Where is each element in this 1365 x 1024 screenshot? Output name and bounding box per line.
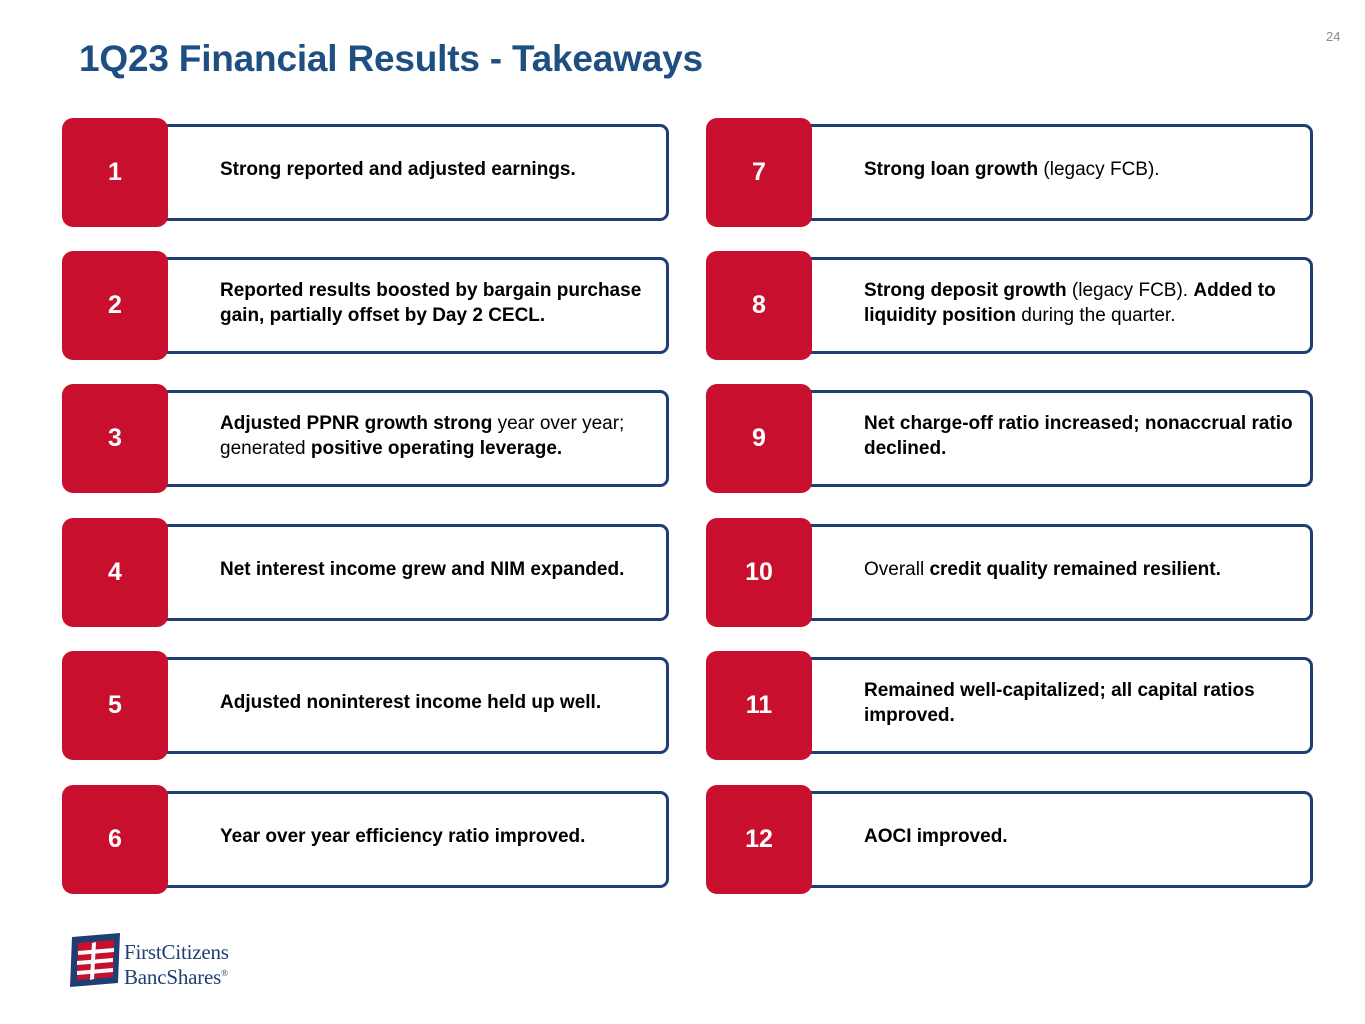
takeaway-text-segment: Added to liquidity position [864,279,1276,326]
page-number: 24 [1326,29,1341,44]
takeaway-card: 3 Adjusted PPNR growth strong year over y… [62,384,670,493]
takeaway-text-segment: during the quarter. [1015,304,1176,326]
takeaway-card: 4 Net interest income grew and NIM expand… [62,518,670,627]
takeaway-card: 1 Strong reported and adjusted earnings. [62,118,670,227]
takeaway-text: Strong deposit growth (legacy FCB). Adde… [864,251,1300,354]
takeaway-number-badge: 11 [706,651,812,760]
takeaway-number-badge: 7 [706,118,812,227]
takeaway-card: 10 Overall credit quality remained resili… [706,518,1314,627]
takeaway-frame [766,390,1313,487]
takeaway-number-badge: 9 [706,384,812,493]
takeaway-frame [122,657,669,754]
takeaway-text: Overall credit quality remained resilien… [864,518,1300,621]
takeaway-text: Net interest income grew and NIM expande… [220,518,656,621]
takeaway-text-segment: credit quality remained resilient. [929,559,1221,580]
takeaway-text-segment: Strong deposit growth [864,279,1067,301]
takeaway-text: Reported results boosted by bargain purc… [220,251,656,354]
logo-line-2: BancShares® [124,965,228,989]
takeaway-text: Strong reported and adjusted earnings. [220,118,656,221]
takeaway-number-badge: 3 [62,384,168,493]
takeaway-frame [122,791,669,888]
takeaway-text-segment: Strong loan growth [864,159,1039,180]
takeaway-text-segment: Adjusted PPNR growth strong [220,412,493,434]
takeaway-number-badge: 2 [62,251,168,360]
takeaway-number-badge: 1 [62,118,168,227]
takeaway-text: Net charge-off ratio increased; nonaccru… [864,384,1300,487]
takeaway-text-segment: Net interest income grew and NIM expande… [220,559,625,580]
takeaway-card: 7 Strong loan growth (legacy FCB). [706,118,1314,227]
takeaway-number-badge: 8 [706,251,812,360]
takeaway-text: Strong loan growth (legacy FCB). [864,118,1300,221]
takeaway-frame [122,390,669,487]
takeaway-card: 6 Year over year efficiency ratio improve… [62,785,670,894]
takeaway-card: 11 Remained well-capitalized; all capital… [706,651,1314,760]
takeaway-frame [766,524,1313,621]
takeaway-card: 8 Strong deposit growth (legacy FCB). Add… [706,251,1314,360]
takeaway-text: AOCI improved. [864,785,1300,888]
takeaway-text-segment: Strong reported and adjusted earnings. [220,159,576,180]
takeaway-frame [766,124,1313,221]
takeaway-card: 9 Net charge-off ratio increased; nonaccr… [706,384,1314,493]
takeaway-number-badge: 4 [62,518,168,627]
takeaway-text-segment: (legacy FCB). [1066,279,1194,301]
takeaway-text-segment: year over year; generated [220,412,625,459]
takeaway-text-segment: (legacy FCB). [1038,159,1160,180]
takeaway-card: 2 Reported results boosted by bargain pur… [62,251,670,360]
takeaway-number-badge: 10 [706,518,812,627]
takeaway-text-segment: Remained well-capitalized; all capital r… [864,679,1255,726]
flag-logo-icon [70,933,120,987]
takeaway-text-segment: Reported results boosted by bargain purc… [220,279,642,326]
takeaway-text-segment: Year over year efficiency ratio improved… [220,826,586,847]
takeaway-text: Adjusted PPNR growth strong year over ye… [220,384,656,487]
takeaway-text: Adjusted noninterest income held up well… [220,651,656,754]
takeaway-text-segment: positive operating leverage. [310,437,563,459]
takeaway-text: Year over year efficiency ratio improved… [220,785,656,888]
takeaway-number-badge: 5 [62,651,168,760]
takeaway-number-badge: 6 [62,785,168,894]
takeaway-frame [766,657,1313,754]
takeaway-text-segment: Overall [864,559,930,580]
takeaway-card: 12 AOCI improved. [706,785,1314,894]
logo-line-1: FirstCitizens [124,940,229,964]
takeaway-text-segment: Net charge-off ratio increased; nonaccru… [864,412,1293,459]
takeaway-frame [122,124,669,221]
takeaway-card: 5 Adjusted noninterest income held up wel… [62,651,670,760]
page-title: 1Q23 Financial Results - Takeaways [79,38,703,79]
takeaway-text: Remained well-capitalized; all capital r… [864,651,1300,754]
company-logo: FirstCitizens BancShares® [70,933,260,989]
takeaway-frame [766,791,1313,888]
takeaway-frame [122,524,669,621]
takeaway-frame [766,257,1313,354]
takeaway-frame [122,257,669,354]
takeaway-text-segment: Adjusted noninterest income held up well… [220,692,602,713]
takeaway-text-segment: AOCI improved. [864,826,1008,847]
takeaway-number-badge: 12 [706,785,812,894]
